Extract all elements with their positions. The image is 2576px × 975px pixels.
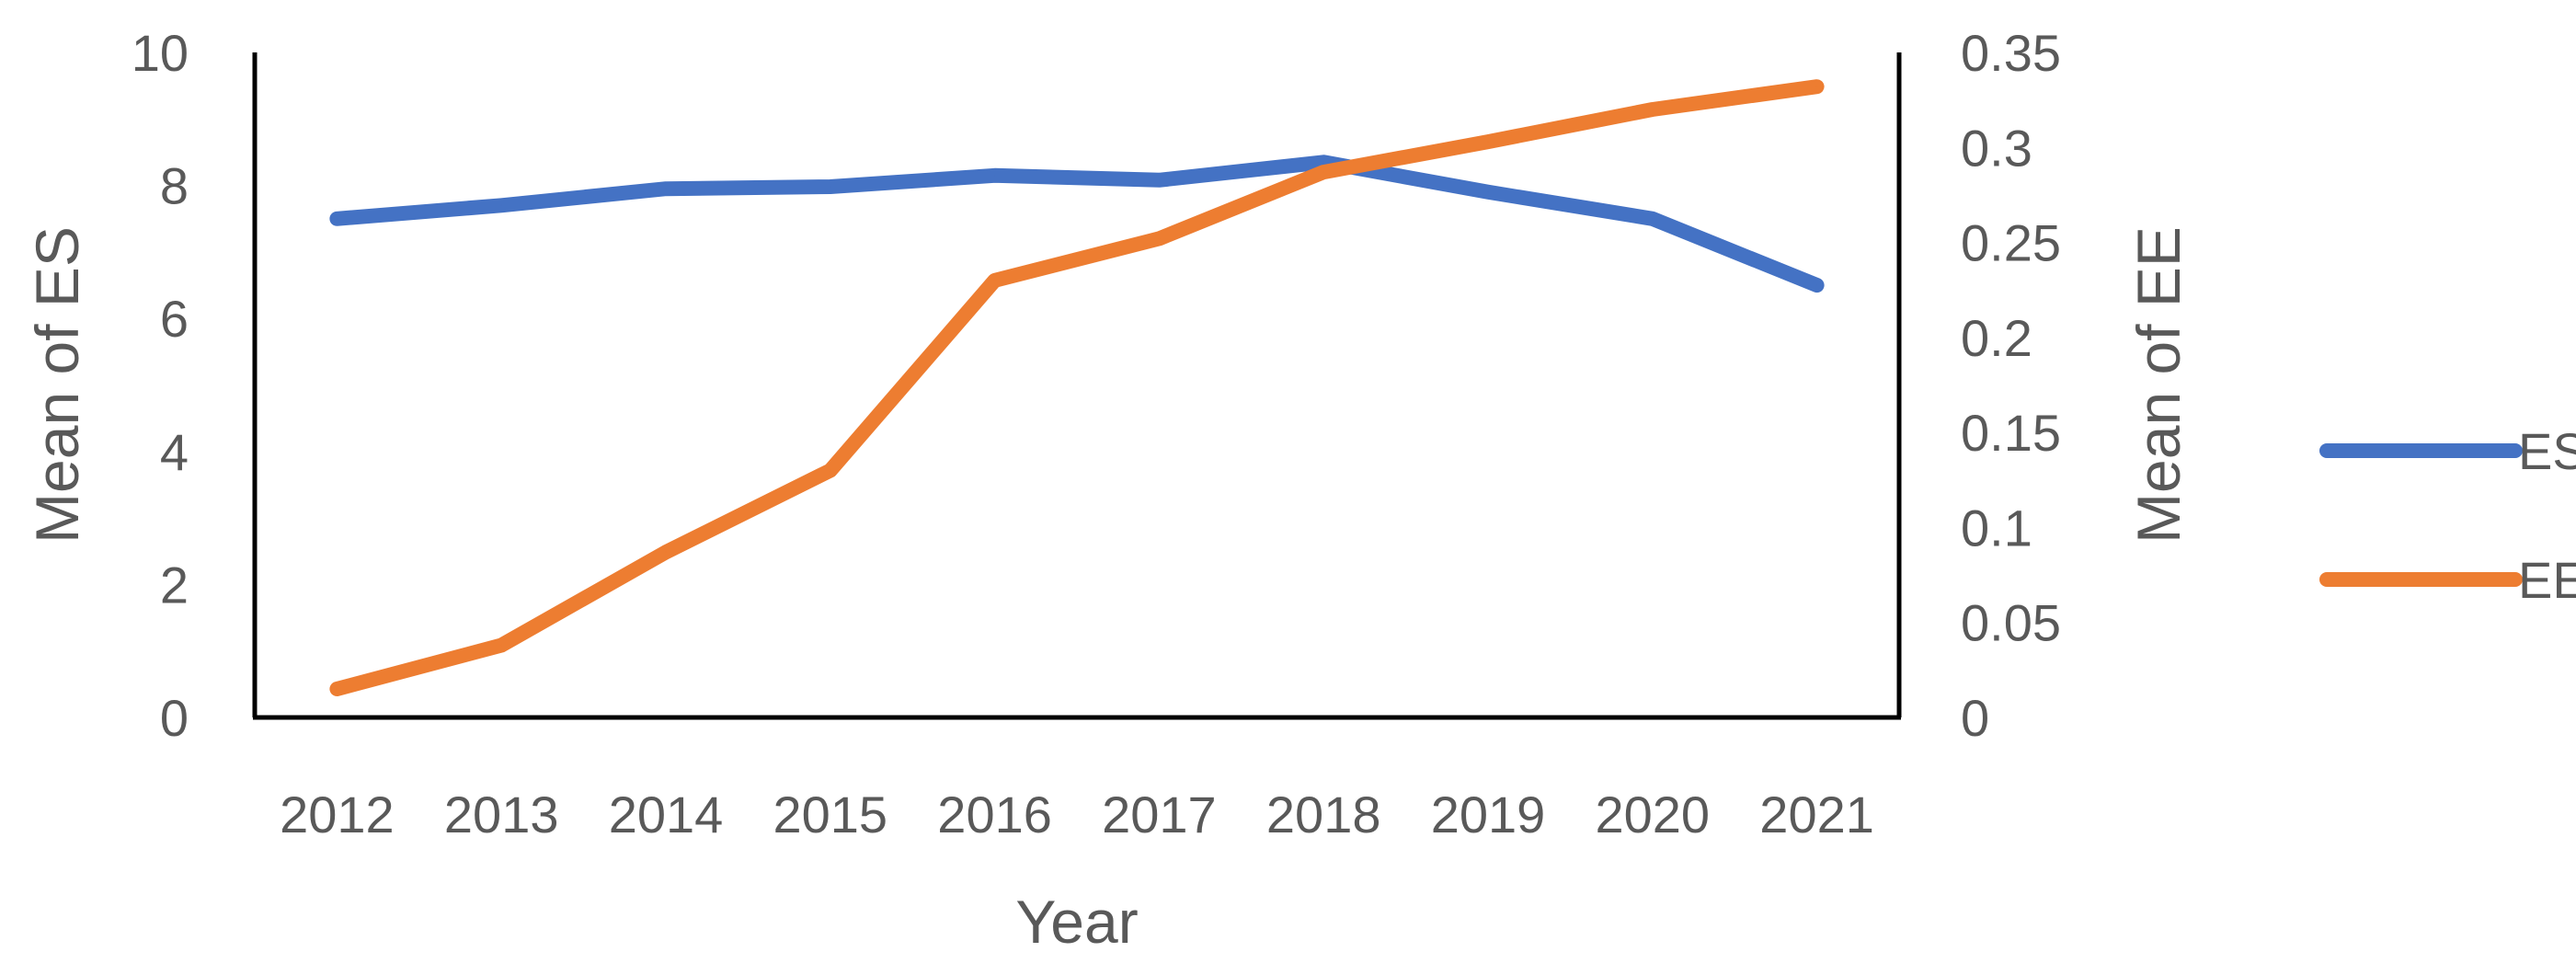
data-point-ee bbox=[1322, 171, 1324, 173]
left-tick-label: 4 bbox=[160, 423, 189, 481]
right-tick-label: 0 bbox=[1961, 689, 1989, 747]
left-axis-title: Mean of ES bbox=[23, 226, 91, 544]
right-tick-label: 0.35 bbox=[1961, 24, 2061, 82]
left-tick-label: 0 bbox=[160, 689, 189, 747]
data-point-ee bbox=[1816, 86, 1818, 87]
data-point-es bbox=[336, 218, 338, 220]
right-axis-title: Mean of EE bbox=[2124, 226, 2192, 544]
legend-label-es: ES bbox=[2518, 422, 2576, 480]
x-tick-label: 2020 bbox=[1596, 786, 1711, 843]
left-axis-ticks: 0 2 4 6 8 10 bbox=[132, 24, 189, 747]
x-axis-ticks: 2012 2013 2014 2015 2016 2017 2018 2019 2020 2021 bbox=[280, 786, 1874, 843]
data-point-ee bbox=[500, 645, 502, 647]
right-tick-label: 0.05 bbox=[1961, 594, 2061, 652]
data-point-ee bbox=[1652, 109, 1654, 110]
x-axis-title: Year bbox=[1015, 888, 1138, 956]
right-axis-ticks: 0 0.05 0.1 0.15 0.2 0.25 0.3 0.35 bbox=[1961, 24, 2061, 747]
right-tick-label: 0.15 bbox=[1961, 404, 2061, 462]
data-point-es bbox=[1816, 284, 1818, 286]
x-tick-label: 2016 bbox=[937, 786, 1052, 843]
left-tick-label: 10 bbox=[132, 24, 189, 82]
series-line-es bbox=[329, 155, 1825, 293]
data-point-es bbox=[1158, 179, 1160, 181]
right-tick-label: 0.25 bbox=[1961, 214, 2061, 272]
data-point-ee bbox=[830, 469, 831, 471]
data-point-ee bbox=[336, 688, 338, 690]
x-tick-label: 2015 bbox=[773, 786, 888, 843]
data-point-es bbox=[665, 188, 667, 189]
x-tick-label: 2012 bbox=[280, 786, 395, 843]
left-tick-label: 6 bbox=[160, 290, 189, 348]
data-point-es bbox=[1487, 191, 1489, 193]
data-point-ee bbox=[1487, 141, 1489, 143]
x-tick-label: 2019 bbox=[1431, 786, 1546, 843]
data-point-es bbox=[830, 186, 831, 188]
data-point-ee bbox=[665, 551, 667, 553]
data-point-es bbox=[500, 204, 502, 206]
x-tick-label: 2013 bbox=[444, 786, 559, 843]
right-tick-label: 0.2 bbox=[1961, 309, 2032, 367]
legend: ES EE bbox=[2319, 422, 2576, 609]
data-point-ee bbox=[994, 280, 996, 281]
series-line-ee bbox=[329, 79, 1825, 696]
left-tick-label: 8 bbox=[160, 157, 189, 215]
x-tick-label: 2014 bbox=[609, 786, 724, 843]
data-point-es bbox=[1652, 218, 1654, 220]
data-point-es bbox=[994, 175, 996, 177]
right-tick-label: 0.1 bbox=[1961, 499, 2032, 556]
x-tick-label: 2017 bbox=[1102, 786, 1217, 843]
legend-label-ee: EE bbox=[2518, 551, 2576, 609]
left-tick-label: 2 bbox=[160, 556, 189, 614]
data-point-es bbox=[1322, 161, 1324, 163]
data-point-ee bbox=[1158, 237, 1160, 239]
series-lines bbox=[329, 79, 1825, 696]
right-tick-label: 0.3 bbox=[1961, 119, 2032, 177]
x-tick-label: 2021 bbox=[1759, 786, 1874, 843]
x-tick-label: 2018 bbox=[1266, 786, 1381, 843]
